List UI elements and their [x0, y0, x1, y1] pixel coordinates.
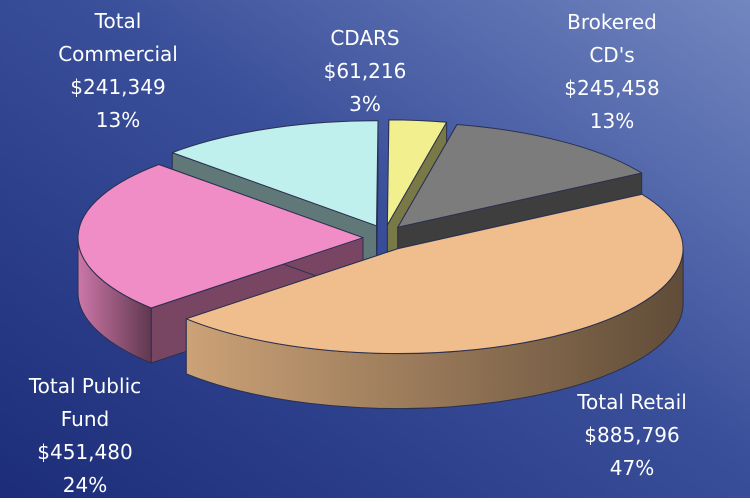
label-name: Total Retail — [577, 390, 687, 414]
label-percent: 13% — [95, 108, 141, 132]
slice-label: Total Public Fund $451,480 24% — [5, 370, 165, 502]
slice-label: Total Retail $885,796 47% — [532, 386, 732, 485]
label-name: CDARS — [330, 26, 400, 50]
slice-top — [185, 193, 684, 355]
slice-top — [397, 124, 643, 228]
slice-label: Brokered CD's $245,458 13% — [557, 6, 667, 138]
slice — [185, 193, 684, 410]
slice-label: CDARS $61,216 3% — [305, 22, 425, 121]
slice-top — [386, 119, 448, 226]
label-name: Total Public Fund — [28, 374, 142, 431]
slice-label: Total Commercial $241,349 13% — [50, 5, 186, 137]
label-percent: 13% — [589, 109, 635, 133]
label-percent: 47% — [609, 456, 655, 480]
slice-top — [77, 164, 364, 309]
label-value: $885,796 — [584, 423, 680, 447]
label-percent: 24% — [62, 473, 108, 497]
label-value: $451,480 — [37, 440, 133, 464]
label-name: Total Commercial — [58, 9, 178, 66]
label-value: $245,458 — [564, 76, 660, 100]
label-value: $61,216 — [323, 59, 407, 83]
label-value: $241,349 — [70, 75, 166, 99]
slice-top — [171, 120, 379, 227]
label-name: Brokered CD's — [567, 10, 657, 67]
label-percent: 3% — [349, 92, 381, 116]
